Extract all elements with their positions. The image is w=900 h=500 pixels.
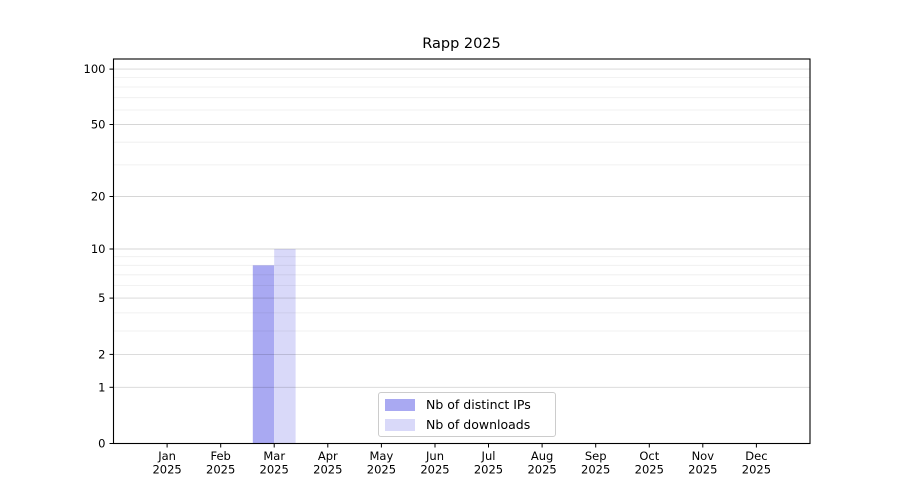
x-tick-month-apr: Apr	[318, 449, 338, 463]
y-tick-label-1: 1	[98, 380, 105, 394]
bar-nb-of-distinct-ips-mar	[252, 265, 275, 444]
x-tick-year-oct: 2025	[635, 463, 664, 477]
x-tick-month-dec: Dec	[745, 449, 767, 463]
x-tick-month-jan: Jan	[157, 449, 176, 463]
legend-label-downloads: Nb of downloads	[426, 417, 531, 432]
x-tick-year-jul: 2025	[474, 463, 503, 477]
legend-entry-downloads: Nb of downloads	[385, 417, 555, 432]
x-tick-month-nov: Nov	[692, 449, 715, 463]
x-tick-month-may: May	[370, 449, 394, 463]
bar-nb-of-downloads-mar	[274, 249, 296, 444]
y-axis: 0 1 2 5 10 20 50 100	[84, 62, 114, 451]
x-tick-year-jun: 2025	[420, 463, 449, 477]
chart-title: Rapp 2025	[422, 36, 501, 52]
legend-entry-distinct-ips: Nb of distinct IPs	[385, 397, 555, 412]
y-tick-label-0: 0	[98, 437, 105, 451]
x-tick-year-nov: 2025	[688, 463, 717, 477]
x-axis: Jan2025Feb2025Mar2025Apr2025May2025Jun20…	[152, 443, 771, 477]
x-tick-month-jun: Jun	[425, 449, 444, 463]
y-tick-label-20: 20	[91, 190, 106, 204]
x-tick-year-dec: 2025	[742, 463, 771, 477]
x-tick-year-jan: 2025	[152, 463, 181, 477]
x-tick-year-sep: 2025	[581, 463, 610, 477]
x-tick-month-oct: Oct	[639, 449, 659, 463]
y-tick-label-50: 50	[91, 118, 106, 132]
legend: Nb of distinct IPs Nb of downloads	[378, 392, 556, 437]
x-tick-year-aug: 2025	[527, 463, 556, 477]
x-tick-month-jul: Jul	[481, 449, 496, 463]
x-tick-month-mar: Mar	[263, 449, 285, 463]
x-tick-year-may: 2025	[367, 463, 396, 477]
x-tick-year-apr: 2025	[313, 463, 342, 477]
x-tick-month-feb: Feb	[211, 449, 231, 463]
y-tick-label-10: 10	[91, 242, 106, 256]
x-tick-year-mar: 2025	[260, 463, 289, 477]
x-tick-month-aug: Aug	[531, 449, 553, 463]
gridlines	[113, 68, 810, 388]
legend-label-distinct-ips: Nb of distinct IPs	[426, 397, 531, 412]
x-tick-month-sep: Sep	[585, 449, 607, 463]
legend-swatch-distinct-ips	[385, 398, 415, 411]
y-tick-label-100: 100	[84, 62, 106, 76]
bars	[252, 249, 296, 444]
legend-swatch-downloads	[385, 418, 415, 431]
y-tick-label-2: 2	[98, 347, 105, 361]
plot-border	[112, 58, 811, 445]
x-tick-year-feb: 2025	[206, 463, 235, 477]
y-tick-label-5: 5	[98, 291, 105, 305]
